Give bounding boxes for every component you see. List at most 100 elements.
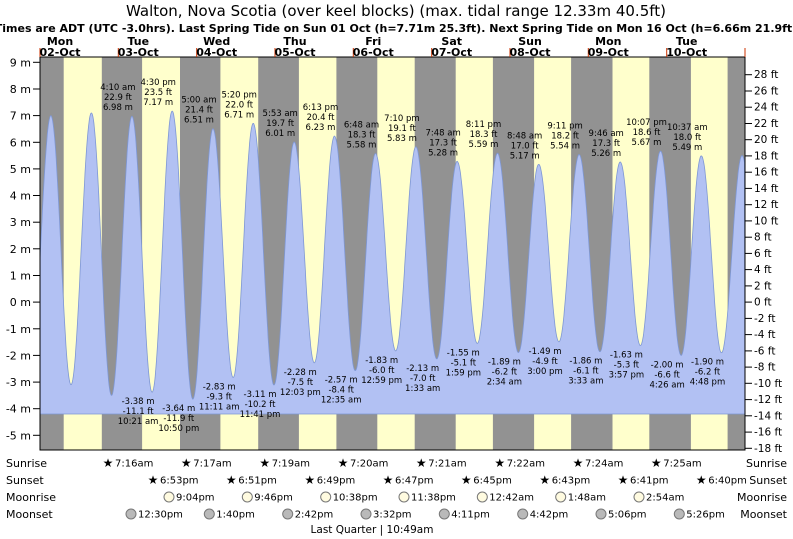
moonset-time: 4:42pm [530, 510, 569, 521]
y-axis-label-left: 0 m [10, 296, 31, 309]
moonset-time: 5:06pm [608, 510, 647, 521]
low-tide-label-line: -3.64 m [162, 404, 195, 414]
sunrise-time: 7:17am [193, 459, 231, 470]
low-tide-label-line: -7.5 ft [288, 378, 314, 388]
y-axis-label-right: -4 ft [754, 329, 775, 341]
high-tide-label-line: 18.0 ft [673, 133, 701, 143]
moonset-moon-icon [125, 508, 137, 520]
sunset-time: 6:40pm [708, 476, 747, 487]
y-axis-label-left: 6 m [10, 136, 31, 149]
moonrise-time: 12:42am [489, 493, 534, 504]
high-tide-label-line: 6:48 am [344, 121, 379, 131]
high-tide-label-line: 22.9 ft [104, 93, 132, 103]
y-axis-label-left: 1 m [10, 270, 31, 283]
high-tide-label-line: 9:11 pm [547, 122, 582, 132]
sunrise-star-icon: ★ [103, 456, 114, 470]
high-tide-label-line: 8:11 pm [466, 120, 501, 130]
moonset-moon-icon [203, 508, 215, 520]
low-tide-annotation: -1.90 m-6.2 ft4:48 pm [690, 358, 725, 388]
low-tide-label-line: -3.38 m [122, 397, 155, 407]
sunset-star-icon: ★ [461, 473, 472, 487]
y-axis-label-right: -8 ft [754, 362, 775, 374]
low-tide-label-line: -2.00 m [651, 360, 684, 370]
low-tide-label-line: -1.63 m [610, 351, 643, 361]
high-tide-label-line: 17.3 ft [592, 139, 620, 149]
day-label-dow: Wed [203, 35, 230, 48]
high-tide-label-line: 19.1 ft [388, 124, 416, 134]
high-tide-label-line: 5.26 m [591, 149, 621, 159]
low-tide-label-line: 12:59 pm [361, 376, 402, 386]
y-axis-label-right: -12 ft [754, 394, 782, 406]
moonset-row-label-left: Moonset [6, 508, 53, 521]
y-axis-label-right: 26 ft [754, 86, 778, 98]
low-tide-label-line: -4.9 ft [532, 357, 558, 367]
moonrise-time: 11:38pm [411, 493, 456, 504]
high-tide-label-line: 5.58 m [347, 141, 377, 151]
low-tide-label-line: 4:26 am [649, 380, 684, 390]
moonrise-time: 9:46pm [254, 493, 293, 504]
high-tide-label-line: 21.4 ft [185, 106, 213, 116]
y-axis-label-right: 28 ft [754, 69, 778, 81]
y-axis-label-left: -1 m [6, 323, 31, 336]
high-tide-label-line: 17.3 ft [429, 138, 457, 148]
moonrise-moon-icon [163, 491, 175, 503]
high-tide-label-line: 6.71 m [224, 110, 254, 120]
sunrise-star-icon: ★ [338, 456, 349, 470]
y-axis-label-right: 2 ft [754, 280, 772, 292]
sunset-star-icon: ★ [148, 473, 159, 487]
y-axis-label-left: 3 m [10, 216, 31, 229]
low-tide-label-line: -2.28 m [284, 368, 317, 378]
sunset-time: 6:41pm [630, 476, 669, 487]
sunrise-star-icon: ★ [181, 456, 192, 470]
moonrise-row-label-left: Moonrise [6, 491, 56, 504]
y-axis-label-left: 2 m [10, 243, 31, 256]
moonset-time: 12:30pm [138, 510, 183, 521]
low-tide-label-line: -6.2 ft [695, 368, 721, 378]
high-tide-label-line: 10:07 pm [626, 118, 667, 128]
low-tide-label-line: 1:33 am [405, 384, 440, 394]
high-tide-label-line: 5.83 m [387, 134, 417, 144]
high-tide-label-line: 19.7 ft [266, 119, 294, 129]
low-tide-label-line: -10.2 ft [245, 400, 277, 410]
high-tide-label-line: 18.3 ft [470, 130, 498, 140]
low-tide-label-line: 10:50 pm [158, 424, 199, 434]
sunset-star-icon: ★ [539, 473, 550, 487]
low-tide-label-line: 12:03 pm [280, 388, 321, 398]
low-tide-label-line: 12:35 am [321, 396, 362, 406]
moonset-moon-icon [517, 508, 529, 520]
y-axis-label-right: 22 ft [754, 118, 778, 130]
low-tide-label-line: 4:48 pm [690, 378, 725, 388]
low-tide-label-line: -5.1 ft [451, 358, 477, 368]
low-tide-label-line: -6.2 ft [492, 368, 518, 378]
high-tide-label-line: 18.6 ft [633, 128, 661, 138]
moonrise-time: 1:48am [568, 493, 606, 504]
sunrise-time: 7:21am [428, 459, 466, 470]
high-tide-label-line: 4:30 pm [140, 78, 175, 88]
y-axis-label-right: -16 ft [754, 427, 782, 439]
low-tide-label-line: -1.86 m [569, 357, 602, 367]
high-tide-label-line: 6.98 m [103, 103, 133, 113]
moonrise-time: 9:04pm [176, 493, 215, 504]
high-tide-label-line: 5:00 am [181, 96, 216, 106]
high-tide-label-line: 4:10 am [100, 83, 135, 93]
low-tide-label-line: 2:34 am [487, 378, 522, 388]
low-tide-label-line: -2.13 m [406, 364, 439, 374]
sunset-time: 6:51pm [238, 476, 277, 487]
sunset-row-label-right: Sunset [749, 474, 787, 487]
moonset-time: 1:40pm [216, 510, 255, 521]
day-label-date: 02-Oct [39, 46, 80, 59]
low-tide-label-line: -6.1 ft [573, 367, 599, 377]
low-tide-label-line: 3:33 am [568, 377, 603, 387]
y-axis-label-right: 24 ft [754, 102, 778, 114]
moonrise-moon-icon [476, 491, 488, 503]
